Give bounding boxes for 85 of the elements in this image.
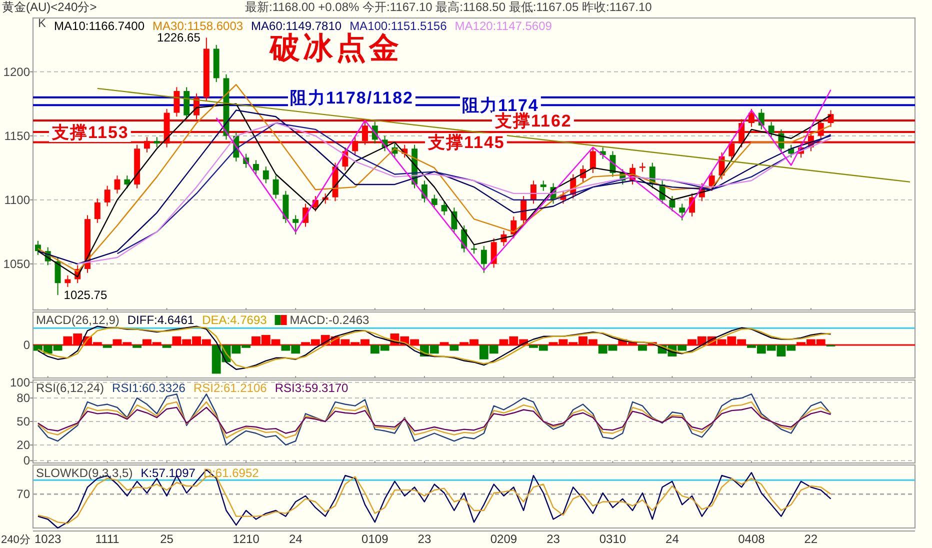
y-tick-label: 1200 xyxy=(3,64,30,79)
series-label: DEA:4.7693 xyxy=(202,313,268,327)
candlestick xyxy=(480,245,487,274)
annotation: 1226.65 xyxy=(157,30,201,45)
ref-line-label: 阻力1178/1182 xyxy=(290,88,414,108)
x-tick-label: 1023 xyxy=(34,532,62,546)
annotation: 1025.75 xyxy=(64,288,108,302)
candlestick xyxy=(94,198,100,224)
y-tick-label: 1050 xyxy=(3,256,30,271)
text: MA10:1166.7400 xyxy=(54,19,145,33)
bar xyxy=(132,345,142,348)
x-tick-label: 1210 xyxy=(232,532,260,546)
x-tick-label: 0109 xyxy=(362,532,389,546)
candlestick xyxy=(104,185,110,207)
line-series xyxy=(37,401,832,439)
y-tick-label: 1100 xyxy=(4,192,30,207)
text: 最新:1168.00 +0.08% 今开:1167.10 最高:1168.50 最低:1167.05 昨收:1167.10 xyxy=(245,0,652,14)
candlestick xyxy=(144,136,150,153)
candlestick xyxy=(530,180,536,204)
candlestick xyxy=(352,136,358,156)
candlestick xyxy=(540,180,546,192)
candlestick xyxy=(490,238,497,268)
x-tick-label: 0408 xyxy=(738,532,766,546)
y-tick-label: 80 xyxy=(16,391,30,406)
text: MA100:1151.5156 xyxy=(350,19,448,33)
text: 黄金(AU)<240分> xyxy=(2,0,97,14)
bar xyxy=(102,345,112,348)
candlestick xyxy=(272,175,279,200)
text: 240分 xyxy=(1,534,30,546)
y-tick-label: 1150 xyxy=(4,128,30,143)
ref-line-label: 支撑1153 xyxy=(51,122,129,142)
line-series xyxy=(216,89,832,271)
candlestick xyxy=(174,86,180,118)
candlestick xyxy=(64,274,71,288)
x-tick-label: 23 xyxy=(418,532,432,546)
candlestick xyxy=(292,214,299,235)
chart-title: SLOWKD(9,3,3,5) xyxy=(36,466,133,480)
annotation: K xyxy=(38,16,46,30)
x-tick-label: 22 xyxy=(804,532,818,546)
candlestick xyxy=(114,175,120,194)
candlestick xyxy=(590,146,596,174)
chart-title: MACD(26,12,9) xyxy=(36,313,120,327)
candlestick xyxy=(728,139,735,161)
candlestick xyxy=(441,200,448,216)
candlestick xyxy=(124,175,130,189)
line-series xyxy=(37,406,832,434)
series-label: K:57.1097 xyxy=(140,466,196,480)
series-label: RSI2:61.2106 xyxy=(193,381,268,395)
line-series xyxy=(37,393,832,446)
text: MA30:1158.6003 xyxy=(152,19,244,33)
chart-title: RSI(6,12,24) xyxy=(36,381,104,395)
y-tick-label: 20 xyxy=(16,438,30,452)
x-tick-label: 24 xyxy=(666,532,680,546)
bar xyxy=(162,345,172,348)
x-tick-label: 23 xyxy=(546,532,560,546)
bar xyxy=(450,345,459,351)
y-tick-label: 0 xyxy=(23,454,30,468)
x-tick-label: 0209 xyxy=(490,532,518,546)
candlestick xyxy=(669,196,676,212)
candlestick xyxy=(154,136,160,148)
y-tick-label: 100 xyxy=(10,375,30,390)
text: 70 xyxy=(16,487,30,502)
candlestick xyxy=(262,166,269,184)
x-tick-label: 1111 xyxy=(95,532,120,546)
legend-label: MACD:-0.2463 xyxy=(290,313,370,327)
candlestick xyxy=(520,196,527,225)
candlestick xyxy=(253,160,259,175)
series-label: RSI1:60.3326 xyxy=(112,381,186,395)
x-tick-label: 24 xyxy=(288,532,303,546)
candlestick xyxy=(34,240,41,256)
bar xyxy=(638,345,647,351)
series-label: RSI3:59.3170 xyxy=(274,381,349,395)
x-tick-label: 0310 xyxy=(599,532,626,546)
series-label: DIFF:4.6461 xyxy=(127,313,194,327)
text: MA120:1147.5609 xyxy=(454,19,552,33)
candlestick xyxy=(748,108,754,128)
candlestick xyxy=(818,118,824,140)
candlestick xyxy=(768,121,774,138)
ref-line-label: 支撑1145 xyxy=(427,133,505,152)
text: MA60:1149.7810 xyxy=(251,19,342,33)
x-tick-label: 25 xyxy=(160,532,174,546)
y-tick-label: 50 xyxy=(16,414,30,428)
candlestick xyxy=(431,194,438,210)
candlestick xyxy=(679,203,686,221)
text: 破冰点金 xyxy=(269,32,402,65)
